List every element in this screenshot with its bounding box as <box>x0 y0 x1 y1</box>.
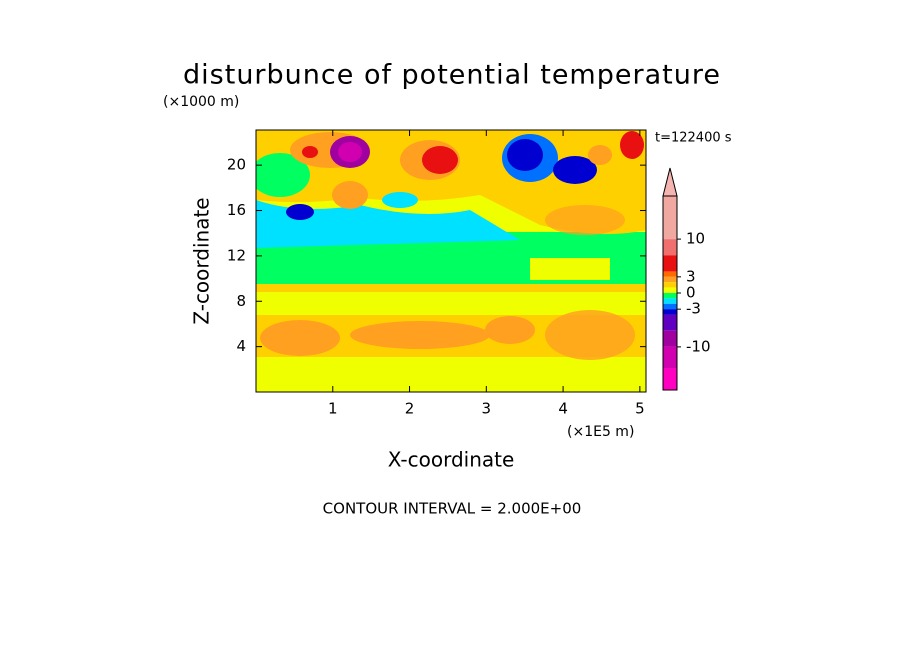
x-axis-label: X-coordinate <box>388 448 515 472</box>
colorbar-segment <box>663 239 677 256</box>
y-tick-label: 12 <box>227 246 246 264</box>
x-tick-label: 3 <box>482 400 492 418</box>
colorbar-tick-label: 3 <box>686 267 696 285</box>
colorbar-tick-label: 10 <box>686 230 705 248</box>
y-unit: (×1000 m) <box>163 94 239 110</box>
colorbar-segment <box>663 255 677 272</box>
colorbar-segment <box>663 314 677 331</box>
y-tick-label: 20 <box>227 156 246 174</box>
colorbar-segment <box>663 303 677 310</box>
colorbar-segment <box>663 346 677 369</box>
x-tick-label: 4 <box>558 400 568 418</box>
footer: CONTOUR INTERVAL = 2.000E+00 <box>323 500 582 518</box>
time-label: t=122400 s <box>655 131 732 146</box>
y-tick-label: 16 <box>227 201 246 219</box>
x-tick-label: 5 <box>635 400 645 418</box>
colorbar-segment <box>663 282 677 288</box>
colorbar-segment <box>663 293 677 299</box>
x-unit: (×1E5 m) <box>567 424 634 440</box>
colorbar-segment <box>663 309 677 315</box>
colorbar-segment <box>663 196 677 240</box>
colorbar-segment <box>663 330 677 347</box>
colorbar-segment <box>663 368 677 390</box>
y-tick-label: 8 <box>236 292 246 310</box>
colorbar-extension <box>662 167 678 197</box>
x-tick-label: 2 <box>405 400 415 418</box>
colorbar-tick-label: -3 <box>686 300 701 318</box>
chart-title: disturbunce of potential temperature <box>183 60 721 91</box>
colorbar-segment <box>663 276 677 283</box>
colorbar-segment <box>663 298 677 304</box>
y-axis-label: Z-coordinate <box>190 197 214 324</box>
colorbar-tick-label: -10 <box>686 337 711 355</box>
colorbar-tick-label: 0 <box>686 284 696 302</box>
plot-frame <box>255 129 647 393</box>
y-tick-label: 4 <box>236 337 246 355</box>
colorbar-segment <box>663 287 677 293</box>
x-tick-label: 1 <box>328 400 338 418</box>
colorbar-segment <box>663 271 677 277</box>
contour-field <box>256 130 646 392</box>
